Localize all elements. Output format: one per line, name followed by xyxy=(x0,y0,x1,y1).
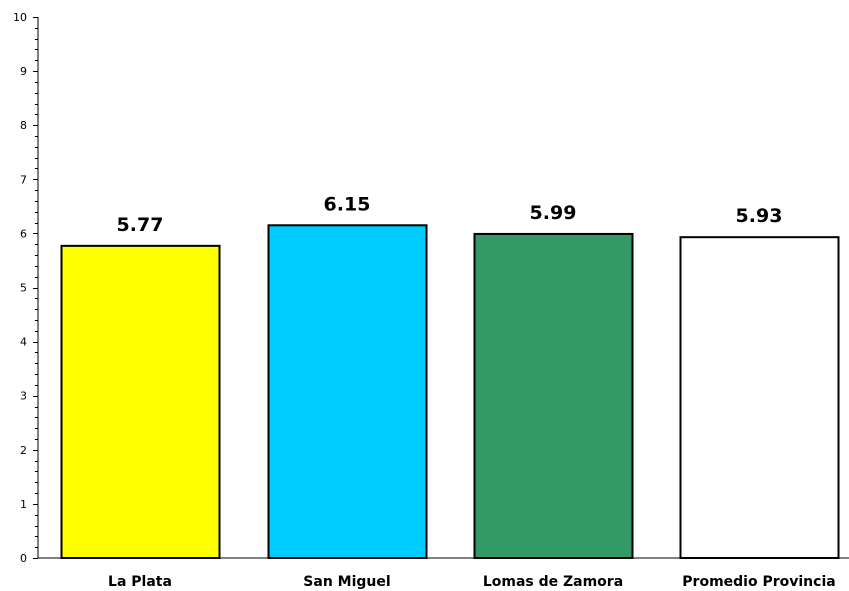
bar-layer xyxy=(60,224,840,560)
bar-3 xyxy=(473,232,634,559)
y-tick-label: 8 xyxy=(20,119,27,132)
label-layer: 5.77 La Plata 6.15 San Miguel 5.99 Lomas de Z… xyxy=(108,193,836,590)
category-label-4: Promedio Provincia xyxy=(682,574,835,590)
y-tick-label: 1 xyxy=(20,498,27,511)
category-label-2: San Miguel xyxy=(303,574,390,590)
bar-1 xyxy=(60,244,221,560)
value-label-4: 5.93 xyxy=(736,205,783,227)
y-tick-label: 3 xyxy=(20,390,27,403)
value-label-2: 6.15 xyxy=(324,193,371,215)
value-label-1: 5.77 xyxy=(117,214,164,236)
y-tick-label: 2 xyxy=(20,444,27,457)
category-label-1: La Plata xyxy=(108,574,172,590)
value-label-3: 5.99 xyxy=(530,202,577,224)
bar-2 xyxy=(267,224,428,559)
y-tick-label: 6 xyxy=(20,227,27,240)
bar-4 xyxy=(679,236,840,559)
y-tick-label: 7 xyxy=(20,173,27,186)
y-tick-label: 4 xyxy=(20,336,27,349)
y-tick-label: 0 xyxy=(20,552,27,565)
y-tick-label: 9 xyxy=(20,65,27,78)
category-label-3: Lomas de Zamora xyxy=(483,574,623,590)
y-tick-label: 10 xyxy=(13,11,27,24)
y-tick-label: 5 xyxy=(20,282,27,295)
